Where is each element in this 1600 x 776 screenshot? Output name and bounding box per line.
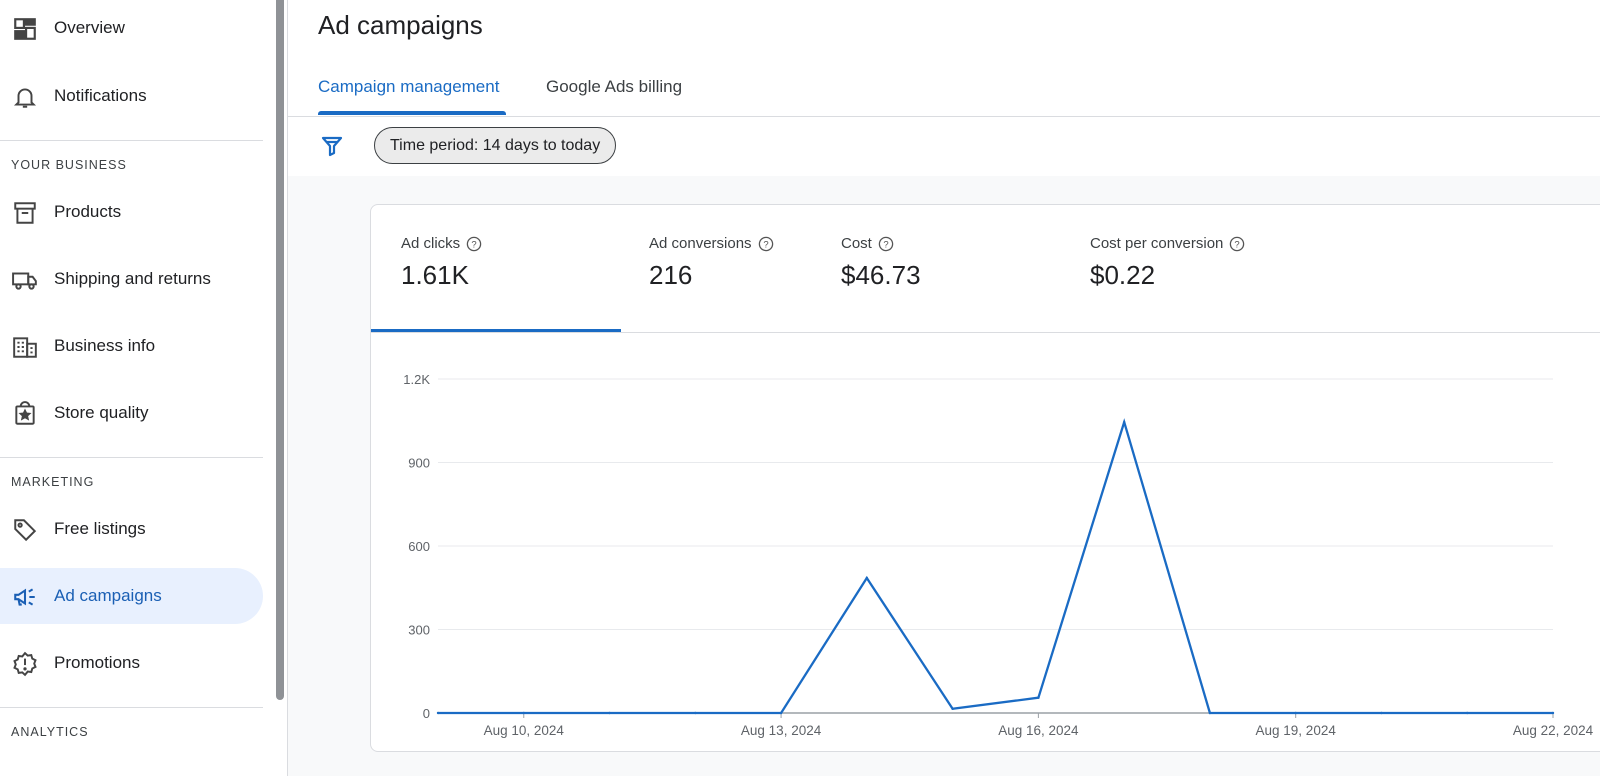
x-tick-label: Aug 16, 2024 — [998, 723, 1079, 738]
help-icon[interactable]: ? — [466, 236, 482, 252]
sidebar-divider — [0, 707, 263, 708]
data-point — [865, 576, 869, 580]
section-heading-your-business: YOUR BUSINESS — [11, 158, 127, 172]
metric-label: Cost — [841, 235, 872, 252]
data-point — [1294, 711, 1297, 715]
data-point — [1380, 711, 1383, 715]
metric-ad-conversions[interactable]: Ad conversions ? 216 — [649, 235, 774, 291]
metric-name-row: Ad conversions ? — [649, 235, 774, 252]
sidebar-item-business-info[interactable]: Business info — [0, 318, 263, 374]
metric-value: 216 — [649, 260, 693, 290]
metric-cost-per-conversion[interactable]: Cost per conversion ? $0.22 — [1090, 235, 1245, 291]
sidebar-item-label: Business info — [54, 336, 156, 355]
tag-icon — [14, 519, 37, 542]
help-icon[interactable]: ? — [1229, 236, 1245, 252]
metric-label: Cost per conversion — [1090, 235, 1224, 252]
sidebar-item-notifications[interactable]: Notifications — [0, 68, 263, 124]
sidebar-item-label: Shipping and returns — [54, 269, 211, 288]
sidebar-scrollbar[interactable] — [276, 0, 284, 700]
data-point — [608, 711, 611, 715]
y-tick-label: 600 — [408, 539, 430, 554]
data-point — [1208, 711, 1212, 715]
active-tab-indicator — [318, 111, 506, 115]
metric-label: Ad conversions — [649, 235, 752, 252]
sidebar-item-overview[interactable]: Overview — [0, 0, 263, 56]
x-tick-label: Aug 10, 2024 — [484, 723, 565, 738]
sidebar-item-free-listings[interactable]: Free listings — [0, 501, 263, 557]
tabs-divider — [288, 116, 1600, 117]
y-tick-label: 0 — [423, 706, 430, 721]
time-period-chip[interactable]: Time period: 14 days to today — [374, 127, 617, 164]
card-divider — [371, 332, 1600, 333]
x-tick-label: Aug 13, 2024 — [741, 723, 822, 738]
data-point — [436, 711, 440, 715]
data-point — [779, 711, 783, 715]
dashboard-icon — [14, 18, 36, 40]
selected-metric-indicator — [371, 329, 621, 332]
sidebar-divider — [0, 457, 263, 458]
y-tick-label: 1.2K — [403, 372, 430, 387]
sidebar-item-store-quality[interactable]: Store quality — [0, 385, 263, 441]
megaphone-icon — [14, 588, 35, 606]
sidebar-item-products[interactable]: Products — [0, 184, 263, 240]
sidebar-divider — [0, 140, 263, 141]
data-point — [522, 711, 525, 715]
sidebar-item-label: Free listings — [54, 519, 146, 538]
data-point — [1122, 420, 1126, 424]
page-title: Ad campaigns — [318, 10, 483, 40]
metric-cost[interactable]: Cost ? $46.73 — [841, 235, 921, 291]
data-point — [1466, 711, 1469, 715]
svg-text:?: ? — [1235, 239, 1240, 250]
metric-value: 1.61K — [401, 260, 469, 290]
alert-badge-icon — [13, 651, 37, 677]
archive-icon — [14, 202, 36, 224]
sidebar-item-label: Store quality — [54, 403, 149, 422]
sidebar-item-ad-campaigns[interactable]: Ad campaigns — [0, 568, 263, 624]
x-tick-label: Aug 22, 2024 — [1513, 723, 1594, 738]
metric-name-row: Cost ? — [841, 235, 921, 252]
metric-name-row: Ad clicks ? — [401, 235, 482, 252]
filter-icon[interactable] — [320, 134, 344, 158]
metric-label: Ad clicks — [401, 235, 461, 252]
sidebar-item-label: Promotions — [54, 653, 140, 672]
badge-icon — [15, 401, 35, 425]
metrics-card: Ad clicks ? 1.61K Ad conversions ? 216 C… — [370, 204, 1600, 752]
ad-clicks-line-chart: 0 300 600 900 1.2K Aug 10, 2024 Aug 13, 2024 Au… — [403, 372, 1594, 738]
building-icon — [13, 337, 37, 358]
metric-name-row: Cost per conversion ? — [1090, 235, 1245, 252]
data-point — [1551, 711, 1555, 715]
sidebar-item-label: Notifications — [54, 86, 147, 105]
metric-value: $46.73 — [841, 260, 921, 290]
section-heading-analytics: ANALYTICS — [11, 725, 89, 739]
section-heading-marketing: MARKETING — [11, 475, 95, 489]
y-tick-label: 900 — [408, 456, 430, 471]
sidebar: Overview Notifications YOUR BUSINESS Pro… — [0, 0, 272, 776]
series-line — [438, 418, 1553, 715]
data-point — [1037, 696, 1040, 699]
sidebar-item-label: Overview — [54, 18, 125, 37]
metric-ad-clicks[interactable]: Ad clicks ? 1.61K — [401, 235, 482, 291]
svg-text:?: ? — [472, 239, 477, 250]
svg-text:?: ? — [763, 239, 768, 250]
svg-text:?: ? — [883, 239, 888, 250]
sidebar-item-label: Ad campaigns — [54, 586, 162, 605]
y-tick-label: 300 — [408, 623, 430, 638]
sidebar-item-promotions[interactable]: Promotions — [0, 635, 263, 691]
tab-campaign-management[interactable]: Campaign management — [318, 77, 500, 96]
x-tick-label: Aug 19, 2024 — [1256, 723, 1337, 738]
bell-icon — [13, 88, 37, 108]
tab-google-ads-billing[interactable]: Google Ads billing — [546, 77, 683, 96]
help-icon[interactable]: ? — [758, 236, 774, 252]
help-icon[interactable]: ? — [878, 236, 894, 252]
data-point — [951, 707, 954, 711]
metric-value: $0.22 — [1090, 260, 1156, 290]
truck-icon — [12, 272, 37, 290]
sidebar-border — [287, 0, 288, 776]
sidebar-item-shipping[interactable]: Shipping and returns — [0, 251, 263, 307]
sidebar-item-label: Products — [54, 202, 122, 221]
data-point — [694, 711, 697, 715]
